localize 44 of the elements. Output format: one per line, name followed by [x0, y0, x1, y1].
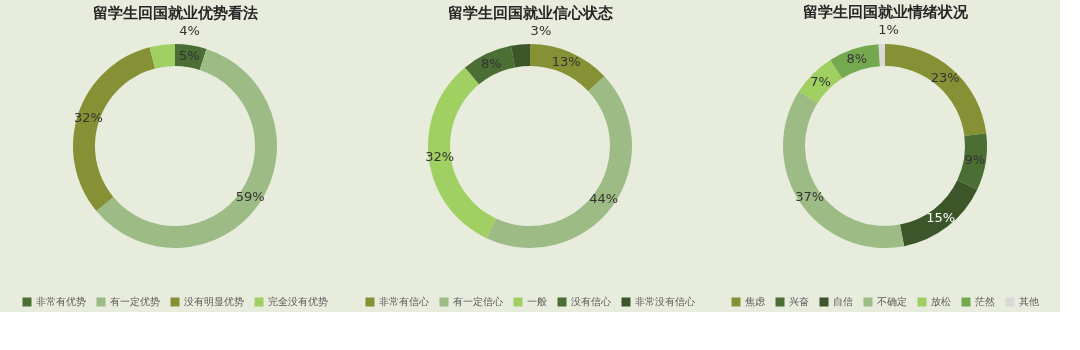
legend-label: 放松: [930, 296, 951, 307]
chart-title: 留学生回国就业优势看法: [92, 3, 258, 22]
legend-label: 有一定优势: [109, 296, 160, 307]
donut-slice: [878, 44, 885, 67]
data-label: 7%: [810, 73, 831, 89]
legend-label: 没有明显优势: [183, 296, 244, 307]
data-label: 13%: [551, 54, 581, 70]
donut-slice: [510, 44, 530, 68]
donut-slice: [885, 44, 987, 136]
donut-slice: [899, 180, 978, 247]
donut-slice: [73, 47, 156, 212]
donut-slice: [428, 67, 496, 239]
legend-label: 不确定: [876, 296, 907, 307]
legend-label: 非常有优势: [35, 296, 86, 307]
data-label: 23%: [930, 69, 960, 85]
legend-label: 非常没有信心: [634, 296, 695, 307]
data-label: 8%: [480, 55, 502, 71]
data-label: 1%: [878, 22, 899, 38]
legend-label: 一般: [526, 296, 547, 307]
data-label: 9%: [964, 152, 986, 168]
donut-slice: [783, 91, 905, 248]
data-label: 4%: [179, 22, 200, 38]
legend-label: 其他: [1018, 296, 1039, 307]
data-label: 37%: [795, 189, 825, 205]
data-label: 59%: [235, 189, 265, 205]
data-label: 5%: [178, 48, 200, 64]
legend-label: 自信: [832, 296, 853, 307]
donut-slice: [149, 44, 175, 69]
legend-label: 完全没有优势: [267, 296, 328, 307]
chart-title: 留学生回国就业情绪状况: [802, 3, 969, 22]
donut-slice: [486, 76, 632, 248]
legend-label: 非常有信心: [378, 296, 429, 307]
legend-label: 没有信心: [570, 296, 611, 307]
donut-slice: [957, 133, 987, 190]
donut-slice: [530, 44, 605, 92]
legend-label: 茫然: [974, 296, 995, 307]
chart-title: 留学生回国就业信心状态: [447, 3, 613, 22]
legend-label: 有一定信心: [452, 296, 503, 307]
data-label: 8%: [846, 51, 868, 67]
data-label: 44%: [589, 191, 619, 207]
data-label: 15%: [926, 209, 956, 225]
legend-label: 兴奋: [788, 296, 809, 307]
legend-label: 焦虑: [744, 296, 765, 307]
data-label: 3%: [530, 22, 552, 38]
